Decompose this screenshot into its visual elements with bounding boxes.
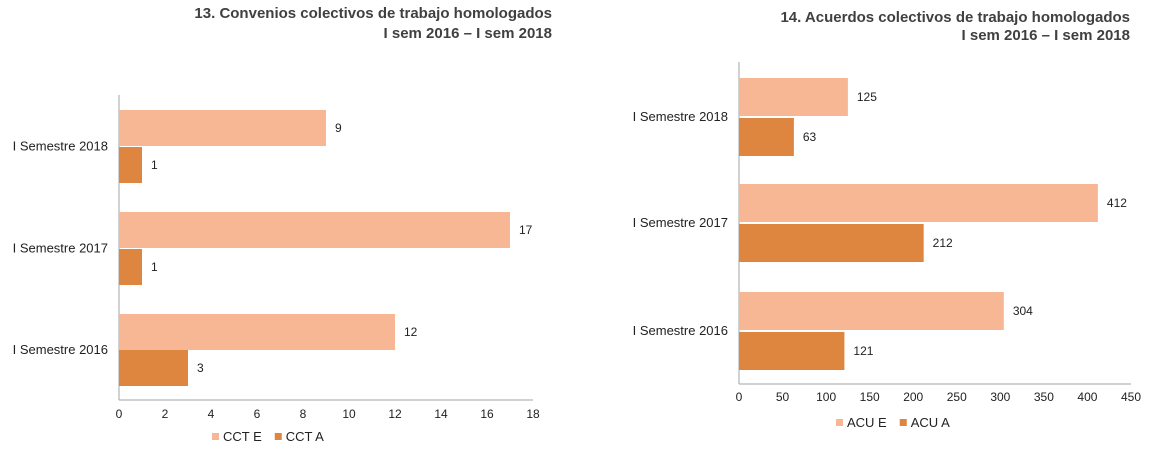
convenios-x-tick-label: 4: [208, 407, 215, 421]
convenios-bar-cct-e: [119, 110, 326, 146]
acuerdos-data-label: 412: [1107, 196, 1127, 210]
convenios-category-label: I Semestre 2018: [13, 139, 108, 154]
acuerdos-bar-acu-a: [739, 332, 845, 370]
acuerdos-x-tick-label: 50: [776, 390, 790, 404]
convenios-x-tick-label: 16: [480, 407, 494, 421]
convenios-legend-label: CCT E: [223, 429, 262, 444]
acuerdos-bar-acu-e: [739, 78, 848, 116]
convenios-data-label: 3: [197, 361, 204, 375]
acuerdos-legend-label: ACU E: [847, 415, 887, 430]
acuerdos-x-tick-label: 0: [736, 390, 743, 404]
convenios-category-label: I Semestre 2017: [13, 241, 108, 256]
acuerdos-x-tick-label: 150: [860, 390, 880, 404]
acuerdos-bar-acu-a: [739, 118, 794, 156]
convenios-x-tick-label: 14: [434, 407, 448, 421]
acuerdos-legend-swatch: [836, 419, 843, 426]
convenios-data-label: 12: [404, 325, 418, 339]
convenios-legend-swatch: [212, 433, 219, 440]
acuerdos-bar-acu-a: [739, 224, 924, 262]
convenios-legend-label: CCT A: [286, 429, 324, 444]
acuerdos-category-label: I Semestre 2018: [633, 109, 728, 124]
acuerdos-legend-label: ACU A: [911, 415, 950, 430]
convenios-category-label: I Semestre 2016: [13, 342, 108, 357]
acuerdos-x-tick-label: 300: [990, 390, 1010, 404]
convenios-bar-cct-e: [119, 212, 510, 248]
acuerdos-legend-swatch: [899, 419, 907, 426]
convenios-legend-swatch: [274, 433, 282, 440]
chart-convenios-title: 13. Convenios colectivos de trabajo homo…: [194, 5, 552, 22]
convenios-x-tick-label: 2: [162, 407, 169, 421]
convenios-bar-cct-e: [119, 314, 395, 350]
convenios-data-label: 1: [151, 260, 158, 274]
acuerdos-data-label: 212: [933, 236, 953, 250]
acuerdos-data-label: 63: [803, 130, 817, 144]
acuerdos-x-tick-label: 200: [903, 390, 923, 404]
acuerdos-category-label: I Semestre 2017: [633, 215, 728, 230]
chart-convenios: 13. Convenios colectivos de trabajo homo…: [13, 5, 552, 444]
convenios-bar-cct-a: [119, 350, 188, 386]
convenios-x-tick-label: 0: [116, 407, 123, 421]
convenios-data-label: 9: [335, 121, 342, 135]
chart-acuerdos-subtitle: I sem 2016 – I sem 2018: [962, 27, 1130, 44]
convenios-data-label: 1: [151, 158, 158, 172]
acuerdos-bar-acu-e: [739, 292, 1004, 330]
acuerdos-data-label: 125: [857, 90, 877, 104]
acuerdos-x-tick-label: 350: [1034, 390, 1054, 404]
acuerdos-data-label: 121: [853, 344, 873, 358]
convenios-x-tick-label: 6: [254, 407, 261, 421]
acuerdos-bar-acu-e: [739, 184, 1098, 222]
convenios-bar-cct-a: [119, 249, 142, 285]
convenios-x-tick-label: 12: [388, 407, 402, 421]
convenios-x-tick-label: 8: [300, 407, 307, 421]
chart-convenios-subtitle: I sem 2016 – I sem 2018: [384, 25, 552, 42]
convenios-bar-cct-a: [119, 147, 142, 183]
acuerdos-data-label: 304: [1013, 304, 1033, 318]
chart-acuerdos-title: 14. Acuerdos colectivos de trabajo homol…: [780, 9, 1130, 26]
chart-acuerdos: 14. Acuerdos colectivos de trabajo homol…: [633, 9, 1142, 430]
acuerdos-x-tick-label: 250: [947, 390, 967, 404]
convenios-x-tick-label: 18: [526, 407, 540, 421]
acuerdos-category-label: I Semestre 2016: [633, 323, 728, 338]
acuerdos-x-tick-label: 100: [816, 390, 836, 404]
acuerdos-x-tick-label: 400: [1077, 390, 1097, 404]
convenios-x-tick-label: 10: [342, 407, 356, 421]
convenios-data-label: 17: [519, 223, 533, 237]
acuerdos-x-tick-label: 450: [1121, 390, 1141, 404]
